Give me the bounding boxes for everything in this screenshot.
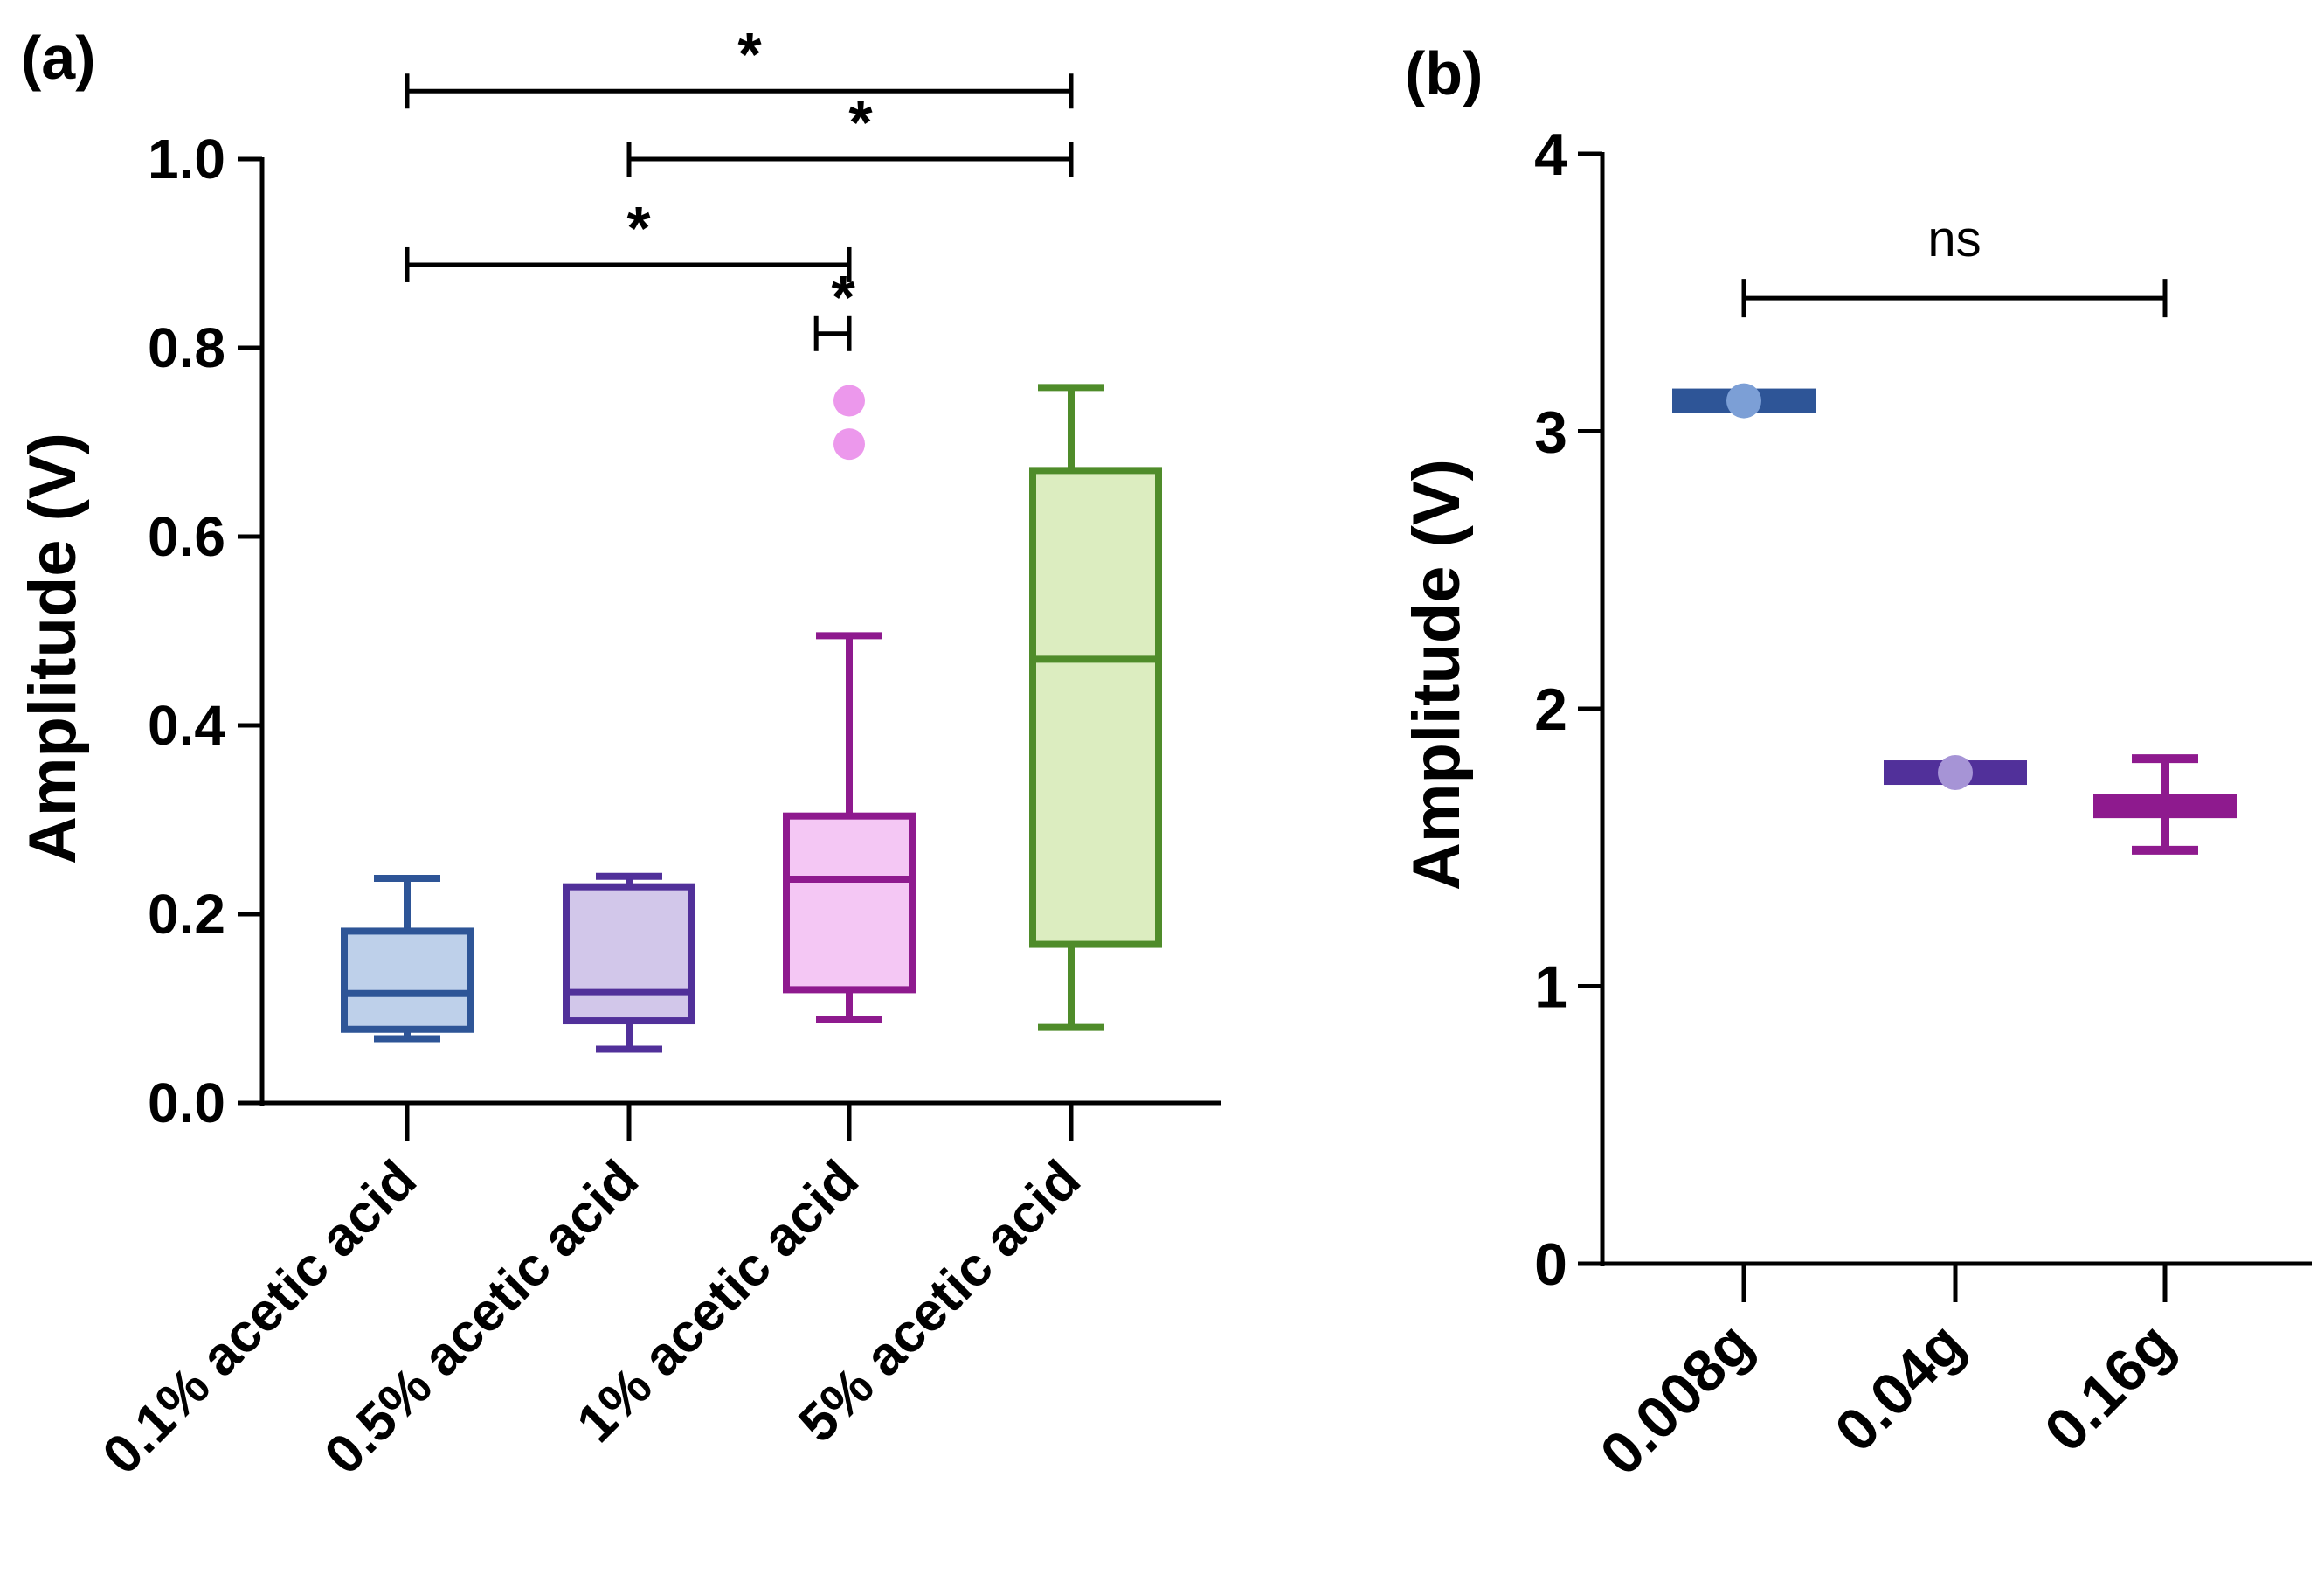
box-body (341, 927, 474, 1033)
panel-a-y-tick-label: 0.8 (148, 316, 225, 379)
panel-b-x-tick-label: 0.04g (1823, 1310, 1977, 1465)
box-4 (1029, 384, 1162, 1031)
panel-a-label: (a) (21, 24, 96, 92)
panel-b-label: (b) (1405, 39, 1483, 107)
mean-bar (2093, 794, 2237, 819)
box-outlier (833, 385, 865, 417)
data-point (1726, 383, 1761, 419)
panel-a-y-tick-label: 0.6 (148, 505, 225, 568)
point-group-1 (1672, 383, 1816, 419)
panel-a-y-tick-label: 0.4 (148, 694, 225, 757)
box-3 (783, 385, 916, 1023)
box-2 (563, 872, 695, 1053)
box-1 (341, 874, 474, 1043)
box-outlier (833, 428, 865, 461)
panel-b-y-tick-label: 3 (1534, 399, 1567, 466)
panel-b-significance: ns (1741, 211, 2168, 318)
panel-a-significance: * * * * (405, 20, 1074, 351)
panel-b-points (1672, 383, 2237, 855)
panel-b-y-tick-label: 4 (1534, 121, 1567, 188)
panel-b-ylabel: Amplitude (V) (1400, 459, 1474, 891)
panel-b-x-tick-label: 0.008g (1587, 1310, 1765, 1487)
point-group-3 (2093, 754, 2237, 855)
panel-a: (a) Amplitude (V) 0.00.20.40.60.81.00.1%… (16, 20, 1221, 1486)
panel-b-y-tick-label: 1 (1534, 954, 1567, 1021)
data-point (1938, 755, 1973, 791)
significance-label: * (831, 263, 855, 331)
panel-b-y-tick-label: 0 (1534, 1231, 1567, 1298)
panel-a-y-tick-label: 1.0 (148, 128, 225, 191)
panel-a-ylabel: Amplitude (V) (16, 433, 90, 864)
significance-label: * (737, 20, 762, 88)
box-body (783, 812, 916, 994)
significance-label: * (848, 88, 873, 156)
box-body (563, 883, 695, 1025)
panel-b-y-tick-label: 2 (1534, 676, 1567, 743)
panel-a-y-tick-label: 0.0 (148, 1071, 225, 1134)
significance-label: ns (1927, 211, 1981, 267)
point-group-2 (1884, 755, 2027, 791)
significance-label: * (626, 194, 651, 262)
panel-b-x-tick-label: 0.16g (2032, 1310, 2187, 1465)
panel-a-boxes (341, 384, 1162, 1053)
box-body (1029, 467, 1162, 948)
panel-a-y-tick-label: 0.2 (148, 883, 225, 946)
